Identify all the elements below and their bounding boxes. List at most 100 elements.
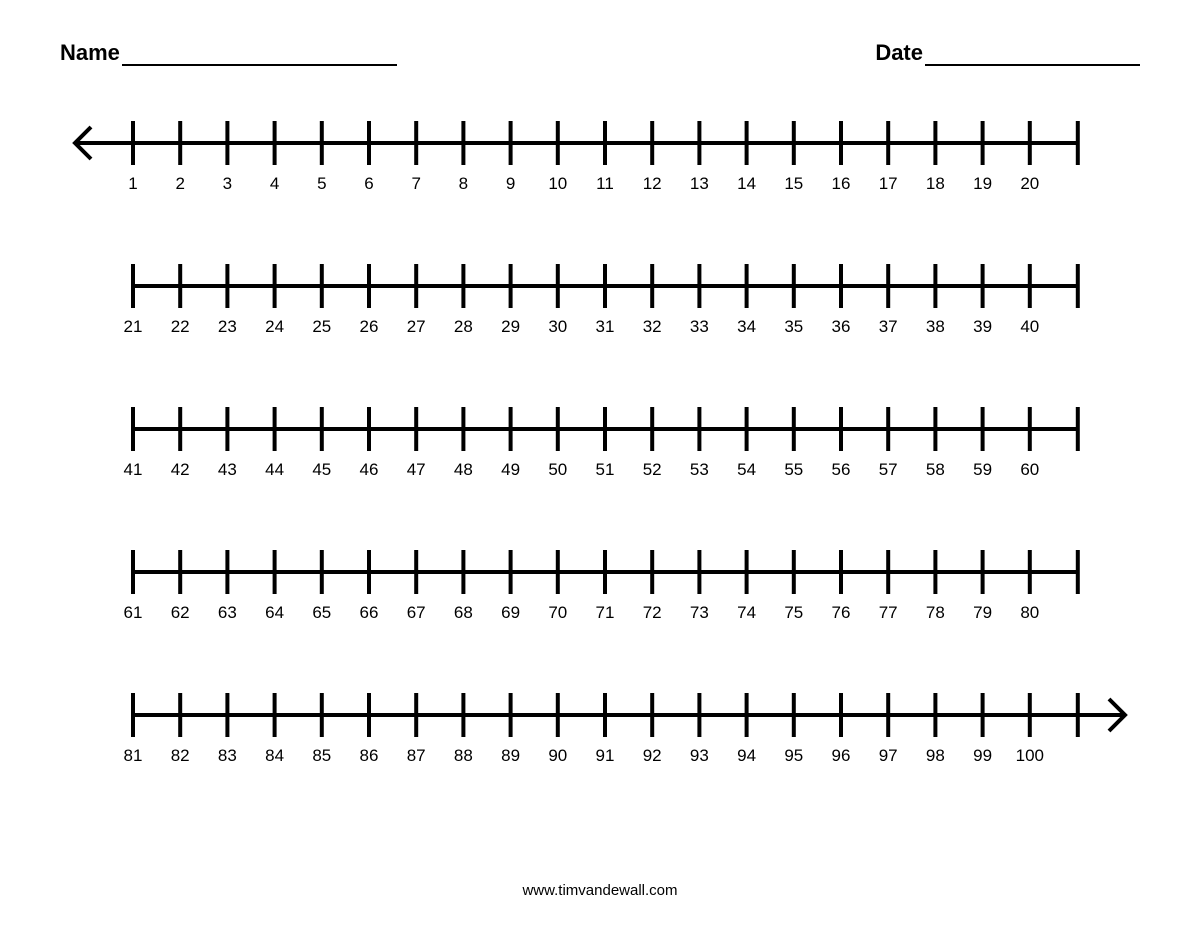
number-lines-container: 1234567891011121314151617181920212223242… xyxy=(50,116,1150,773)
tick-label: 98 xyxy=(926,746,945,766)
tick-label: 71 xyxy=(596,603,615,623)
tick-label: 3 xyxy=(223,174,232,194)
tick-label: 76 xyxy=(832,603,851,623)
tick-label: 25 xyxy=(312,317,331,337)
name-blank-line[interactable] xyxy=(122,44,397,66)
tick-label: 97 xyxy=(879,746,898,766)
tick-label: 80 xyxy=(1020,603,1039,623)
tick-label: 24 xyxy=(265,317,284,337)
number-line-svg xyxy=(55,116,1145,171)
tick-label: 81 xyxy=(124,746,143,766)
tick-labels: 4142434445464748495051525354555657585960 xyxy=(55,460,1145,484)
tick-label: 87 xyxy=(407,746,426,766)
number-line-1: 1234567891011121314151617181920 xyxy=(55,116,1145,201)
tick-label: 68 xyxy=(454,603,473,623)
tick-label: 7 xyxy=(411,174,420,194)
tick-label: 30 xyxy=(548,317,567,337)
date-field: Date xyxy=(875,40,1140,66)
tick-label: 23 xyxy=(218,317,237,337)
tick-labels: 2122232425262728293031323334353637383940 xyxy=(55,317,1145,341)
tick-label: 64 xyxy=(265,603,284,623)
tick-label: 12 xyxy=(643,174,662,194)
tick-labels: 1234567891011121314151617181920 xyxy=(55,174,1145,198)
tick-label: 41 xyxy=(124,460,143,480)
tick-label: 51 xyxy=(596,460,615,480)
tick-labels: 8182838485868788899091929394959697989910… xyxy=(55,746,1145,770)
tick-label: 82 xyxy=(171,746,190,766)
header-row: Name Date xyxy=(50,40,1150,66)
tick-label: 88 xyxy=(454,746,473,766)
tick-label: 73 xyxy=(690,603,709,623)
tick-label: 27 xyxy=(407,317,426,337)
number-line-svg xyxy=(55,688,1145,743)
tick-label: 69 xyxy=(501,603,520,623)
tick-label: 1 xyxy=(128,174,137,194)
tick-label: 21 xyxy=(124,317,143,337)
tick-label: 93 xyxy=(690,746,709,766)
tick-label: 29 xyxy=(501,317,520,337)
number-line-5: 8182838485868788899091929394959697989910… xyxy=(55,688,1145,773)
tick-label: 86 xyxy=(360,746,379,766)
tick-label: 11 xyxy=(596,174,614,194)
tick-label: 62 xyxy=(171,603,190,623)
tick-label: 15 xyxy=(784,174,803,194)
tick-label: 4 xyxy=(270,174,279,194)
tick-label: 90 xyxy=(548,746,567,766)
tick-label: 26 xyxy=(360,317,379,337)
tick-label: 83 xyxy=(218,746,237,766)
tick-label: 31 xyxy=(596,317,615,337)
number-line-svg xyxy=(55,545,1145,600)
tick-label: 43 xyxy=(218,460,237,480)
tick-label: 28 xyxy=(454,317,473,337)
tick-label: 54 xyxy=(737,460,756,480)
tick-label: 40 xyxy=(1020,317,1039,337)
tick-label: 89 xyxy=(501,746,520,766)
tick-label: 79 xyxy=(973,603,992,623)
name-label: Name xyxy=(60,40,120,66)
number-line-4: 6162636465666768697071727374757677787980 xyxy=(55,545,1145,630)
tick-label: 10 xyxy=(548,174,567,194)
tick-label: 8 xyxy=(459,174,468,194)
tick-label: 49 xyxy=(501,460,520,480)
tick-label: 75 xyxy=(784,603,803,623)
tick-label: 78 xyxy=(926,603,945,623)
tick-label: 33 xyxy=(690,317,709,337)
date-blank-line[interactable] xyxy=(925,44,1140,66)
number-line-svg xyxy=(55,402,1145,457)
tick-label: 16 xyxy=(832,174,851,194)
number-line-3: 4142434445464748495051525354555657585960 xyxy=(55,402,1145,487)
tick-label: 96 xyxy=(832,746,851,766)
tick-label: 46 xyxy=(360,460,379,480)
tick-label: 100 xyxy=(1016,746,1044,766)
tick-label: 6 xyxy=(364,174,373,194)
tick-label: 55 xyxy=(784,460,803,480)
tick-label: 50 xyxy=(548,460,567,480)
tick-labels: 6162636465666768697071727374757677787980 xyxy=(55,603,1145,627)
tick-label: 44 xyxy=(265,460,284,480)
tick-label: 47 xyxy=(407,460,426,480)
tick-label: 38 xyxy=(926,317,945,337)
tick-label: 92 xyxy=(643,746,662,766)
tick-label: 72 xyxy=(643,603,662,623)
tick-label: 18 xyxy=(926,174,945,194)
tick-label: 66 xyxy=(360,603,379,623)
number-line-2: 2122232425262728293031323334353637383940 xyxy=(55,259,1145,344)
tick-label: 2 xyxy=(175,174,184,194)
tick-label: 63 xyxy=(218,603,237,623)
tick-label: 39 xyxy=(973,317,992,337)
tick-label: 61 xyxy=(124,603,143,623)
tick-label: 53 xyxy=(690,460,709,480)
tick-label: 14 xyxy=(737,174,756,194)
tick-label: 19 xyxy=(973,174,992,194)
tick-label: 65 xyxy=(312,603,331,623)
tick-label: 20 xyxy=(1020,174,1039,194)
tick-label: 42 xyxy=(171,460,190,480)
tick-label: 48 xyxy=(454,460,473,480)
tick-label: 84 xyxy=(265,746,284,766)
tick-label: 34 xyxy=(737,317,756,337)
tick-label: 70 xyxy=(548,603,567,623)
tick-label: 94 xyxy=(737,746,756,766)
tick-label: 5 xyxy=(317,174,326,194)
tick-label: 60 xyxy=(1020,460,1039,480)
tick-label: 22 xyxy=(171,317,190,337)
